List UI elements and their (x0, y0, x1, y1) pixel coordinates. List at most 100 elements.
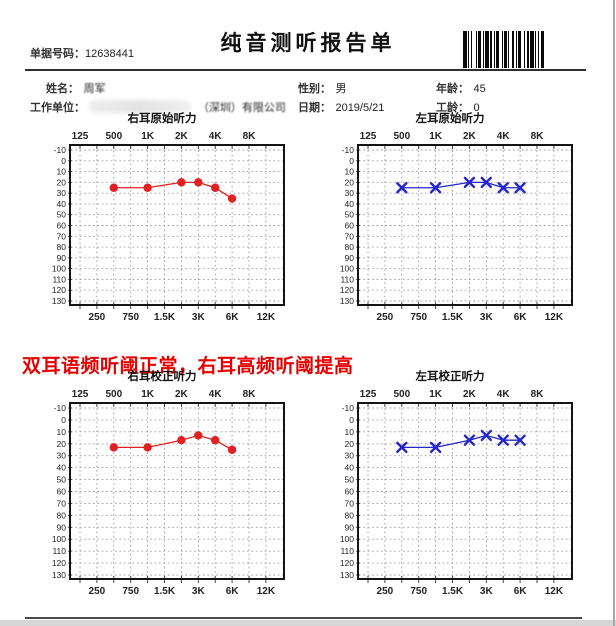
svg-text:130: 130 (340, 296, 354, 306)
svg-text:3K: 3K (480, 586, 494, 597)
svg-text:1.5K: 1.5K (154, 312, 176, 323)
gender-label: 性别： (298, 83, 331, 95)
chart-title-left-original: 左耳原始听力 (415, 113, 485, 125)
svg-text:70: 70 (57, 231, 67, 241)
svg-text:3K: 3K (192, 312, 206, 323)
svg-text:-10: -10 (342, 403, 355, 413)
svg-text:60: 60 (345, 487, 355, 497)
svg-text:1.5K: 1.5K (442, 312, 464, 323)
svg-text:1K: 1K (429, 389, 443, 400)
svg-text:6K: 6K (226, 312, 240, 323)
svg-text:70: 70 (345, 498, 355, 508)
svg-text:250: 250 (377, 586, 394, 597)
employer-value: （深圳）有限公司 (197, 102, 286, 114)
chart-right-ear-original: 右耳原始听力 -10 0 10 20 30 40 50 60 70 80 90 100 110 120 13… (26, 110, 298, 327)
svg-text:0: 0 (61, 156, 66, 166)
svg-text:6K: 6K (514, 312, 528, 323)
svg-text:4K: 4K (209, 389, 223, 400)
svg-text:130: 130 (52, 570, 66, 580)
svg-text:50: 50 (57, 210, 67, 220)
svg-text:-10: -10 (54, 403, 67, 413)
svg-text:130: 130 (340, 570, 354, 580)
svg-text:100: 100 (340, 264, 354, 274)
gender-value: 男 (335, 83, 347, 95)
page-title: 纯音测听报告单 (220, 32, 396, 55)
svg-text:110: 110 (340, 274, 354, 284)
svg-text:50: 50 (345, 475, 355, 485)
svg-text:20: 20 (57, 439, 67, 449)
svg-text:500: 500 (393, 389, 410, 400)
employer-field: 工作单位： （深圳）有限公司 (30, 98, 286, 116)
svg-text:120: 120 (52, 285, 66, 295)
svg-text:1K: 1K (429, 131, 443, 142)
date-label: 日期： (298, 102, 331, 114)
svg-text:8K: 8K (531, 131, 545, 142)
svg-text:2K: 2K (463, 389, 477, 400)
svg-text:100: 100 (52, 534, 66, 544)
doc-number: 单据号码：12638441 (30, 44, 134, 62)
svg-text:0: 0 (349, 415, 354, 425)
svg-text:110: 110 (52, 274, 66, 284)
name-value: 周军 (83, 83, 106, 95)
scan-edge-line (613, 0, 615, 626)
age-value: 45 (473, 83, 486, 95)
svg-text:12K: 12K (257, 586, 276, 597)
doc-number-label: 单据号码： (30, 48, 85, 60)
svg-text:2K: 2K (175, 131, 189, 142)
doc-number-value: 12638441 (85, 48, 134, 60)
svg-text:750: 750 (122, 586, 139, 597)
svg-text:4K: 4K (497, 131, 511, 142)
svg-text:0: 0 (349, 156, 354, 166)
svg-text:90: 90 (345, 522, 355, 532)
svg-text:20: 20 (345, 177, 355, 187)
svg-text:40: 40 (57, 199, 67, 209)
svg-text:125: 125 (72, 131, 89, 142)
svg-text:110: 110 (52, 546, 66, 556)
svg-text:50: 50 (345, 210, 355, 220)
barcode (463, 31, 570, 68)
svg-text:500: 500 (393, 131, 410, 142)
svg-text:12K: 12K (257, 312, 276, 323)
svg-text:500: 500 (105, 389, 122, 400)
svg-text:70: 70 (57, 498, 67, 508)
svg-text:30: 30 (345, 451, 355, 461)
chart-right-ear-corrected: 右耳校正听力 -10 0 10 20 30 40 50 60 70 80 90 100 110 120 13… (26, 368, 298, 601)
chart-title-right-corrected: 右耳校正听力 (127, 371, 197, 383)
svg-text:125: 125 (360, 131, 377, 142)
svg-text:120: 120 (340, 558, 354, 568)
service-years-label: 工龄： (436, 102, 469, 114)
svg-text:500: 500 (105, 131, 122, 142)
chart-left-ear-corrected: 左耳校正听力 -10 0 10 20 30 40 50 60 70 80 90 100 110 120 13… (314, 368, 586, 601)
svg-text:8K: 8K (243, 389, 257, 400)
svg-text:4K: 4K (497, 389, 511, 400)
svg-text:1K: 1K (141, 389, 155, 400)
employer-label: 工作单位： (30, 102, 85, 114)
svg-text:12K: 12K (545, 586, 564, 597)
svg-text:12K: 12K (545, 312, 564, 323)
svg-text:90: 90 (345, 253, 355, 263)
svg-text:50: 50 (57, 475, 67, 485)
svg-text:1K: 1K (141, 131, 155, 142)
svg-text:90: 90 (57, 253, 67, 263)
svg-text:125: 125 (72, 389, 89, 400)
svg-text:-10: -10 (342, 145, 355, 155)
page-bottom-strip (0, 620, 616, 626)
svg-text:2K: 2K (463, 131, 477, 142)
svg-text:30: 30 (57, 451, 67, 461)
svg-text:60: 60 (57, 487, 67, 497)
header-divider (25, 69, 586, 71)
svg-text:250: 250 (377, 312, 394, 323)
svg-text:10: 10 (345, 427, 355, 437)
svg-text:250: 250 (89, 312, 106, 323)
svg-text:750: 750 (410, 312, 427, 323)
svg-text:30: 30 (345, 188, 355, 198)
svg-text:250: 250 (89, 586, 106, 597)
svg-text:4K: 4K (209, 131, 223, 142)
age-field: 年龄： 45 (436, 79, 486, 97)
svg-text:80: 80 (57, 510, 67, 520)
svg-text:110: 110 (340, 546, 354, 556)
